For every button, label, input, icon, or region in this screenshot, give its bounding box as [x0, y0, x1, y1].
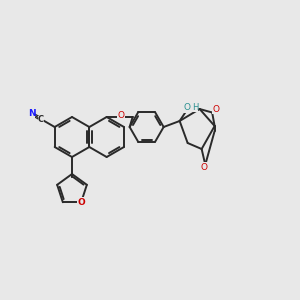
Text: O: O: [183, 103, 190, 112]
Text: O: O: [77, 198, 85, 207]
Text: C: C: [38, 116, 44, 124]
Text: H: H: [192, 103, 198, 112]
Text: N: N: [28, 110, 35, 118]
Text: O: O: [200, 163, 207, 172]
Text: O: O: [117, 112, 124, 121]
Text: O: O: [213, 105, 220, 114]
